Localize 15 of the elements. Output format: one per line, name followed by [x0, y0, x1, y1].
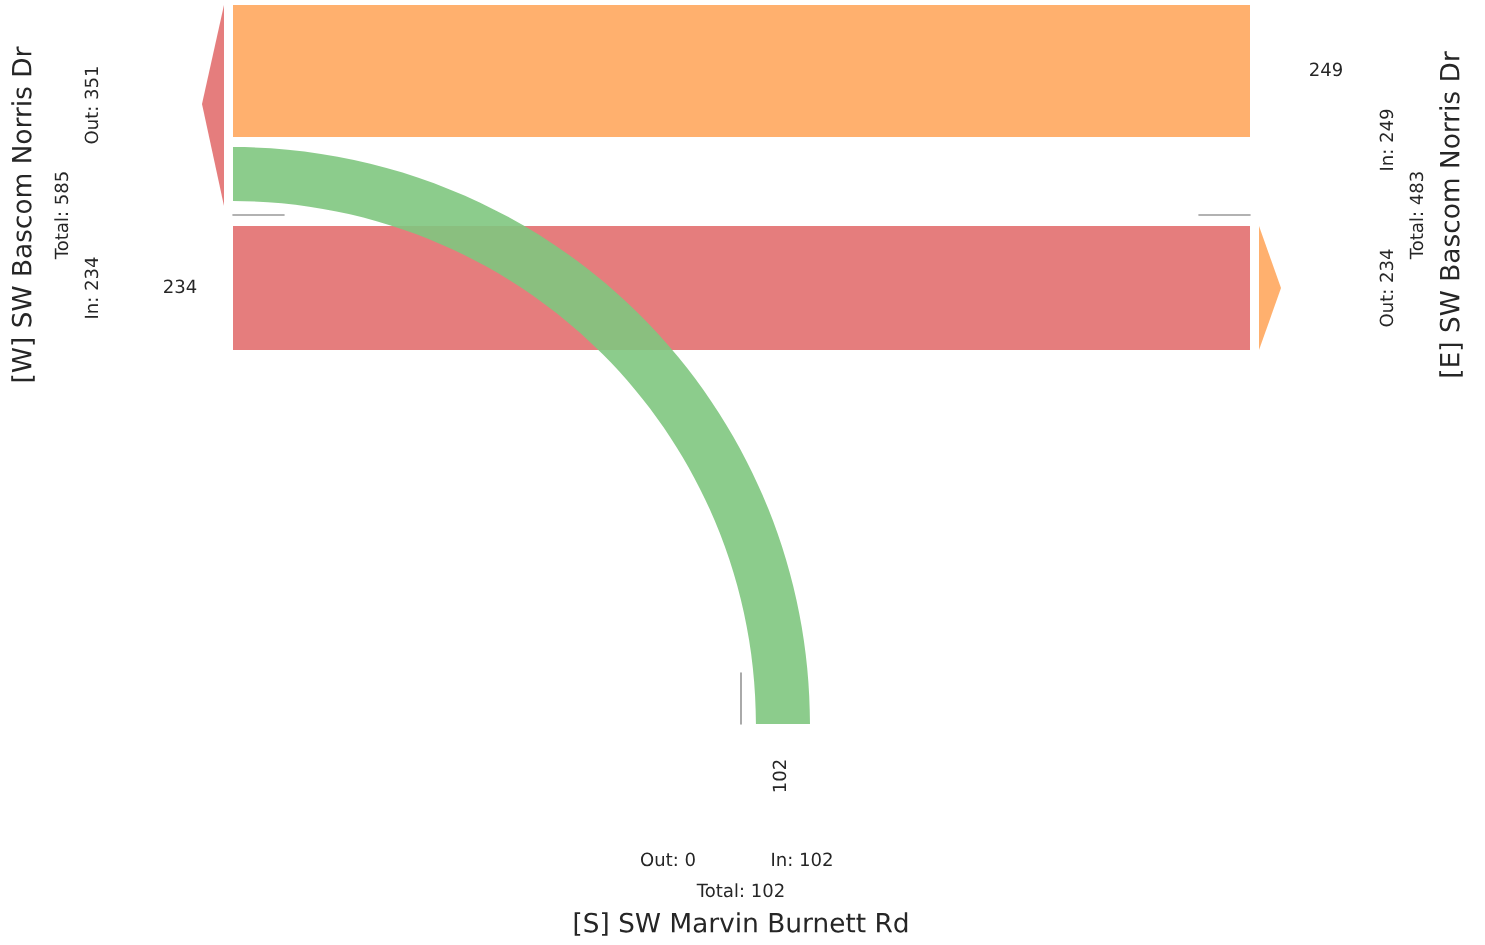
text: Out: 351 — [84, 67, 99, 144]
text: Total: 483 — [1409, 172, 1424, 260]
text: In: 102 — [772, 852, 832, 867]
text: [S] SW Marvin Burnett Rd — [574, 912, 908, 936]
text: [W] SW Bascom Norris Dr — [11, 46, 35, 382]
text: [E] SW Bascom Norris Dr — [1439, 51, 1463, 377]
data-label: 102 — [772, 760, 787, 792]
text: Total: 585 — [54, 172, 69, 260]
text: In: 249 — [1379, 109, 1394, 170]
data-label: 249 — [1310, 62, 1342, 77]
text: In: 234 — [84, 257, 99, 318]
text: Out: 0 — [640, 852, 695, 867]
data-label: 234 — [164, 279, 197, 294]
text: Total: 102 — [696, 883, 784, 898]
text: Out: 234 — [1379, 249, 1394, 327]
